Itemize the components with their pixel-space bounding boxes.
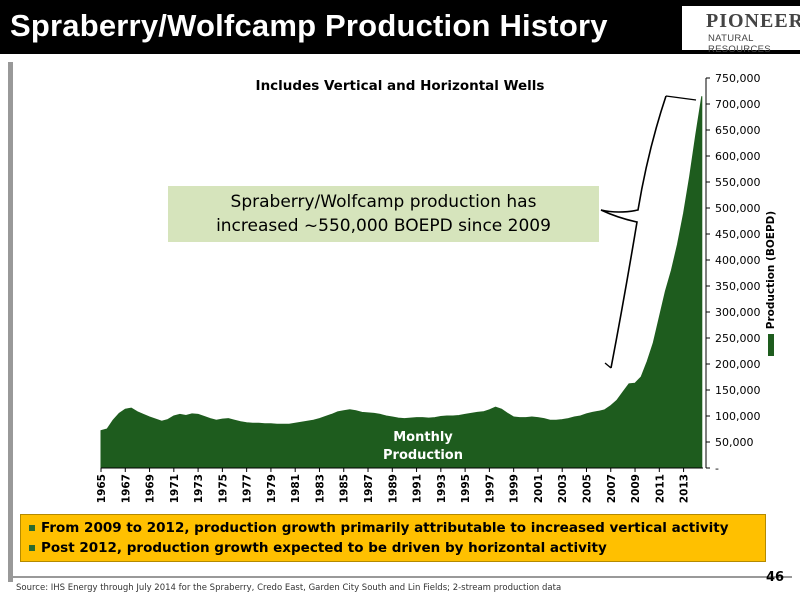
page-title: Spraberry/Wolfcamp Production History: [10, 8, 608, 43]
title-bar: Spraberry/Wolfcamp Production History PI…: [0, 0, 800, 55]
bracket-top: [665, 95, 697, 101]
left-divider: [8, 62, 13, 582]
x-tick-label: 2005: [581, 474, 593, 503]
x-tick-label: 1987: [363, 474, 375, 503]
growth-bracket: [600, 95, 667, 369]
logo-name: PIONEER: [706, 10, 800, 32]
y-tick-label: 300,000: [715, 306, 761, 319]
x-tick-label: 1965: [96, 474, 108, 503]
x-tick-label: 1999: [509, 474, 521, 503]
legend-swatch: [768, 334, 774, 356]
series-annotation: Production: [383, 448, 463, 463]
bracket-bottom: [604, 362, 612, 369]
y-tick-label: 650,000: [715, 124, 761, 137]
x-tick-label: 2011: [654, 474, 666, 503]
x-tick-label: 2009: [630, 474, 642, 503]
x-tick-label: 1997: [484, 474, 496, 503]
bullet-square-icon: [29, 525, 35, 531]
x-tick-label: 2001: [533, 474, 545, 503]
y-tick-label: -: [715, 462, 719, 475]
x-tick-label: 2007: [606, 474, 618, 503]
bullet-item: From 2009 to 2012, production growth pri…: [27, 518, 759, 538]
series-annotation: Monthly: [393, 430, 453, 445]
x-tick-label: 1983: [314, 474, 326, 503]
x-tick-label: 1973: [193, 474, 205, 503]
y-axis-title: Production (BOEPD): [765, 211, 777, 329]
key-points-box: From 2009 to 2012, production growth pri…: [20, 514, 766, 562]
bottom-divider: [8, 576, 792, 578]
chart-subtitle: Includes Vertical and Horizontal Wells: [255, 78, 545, 94]
bullet-text: Post 2012, production growth expected to…: [41, 540, 607, 556]
x-tick-label: 2003: [557, 474, 569, 503]
logo-subtitle: NATURAL RESOURCES: [708, 33, 771, 55]
x-tick-label: 1981: [290, 474, 302, 503]
y-tick-label: 150,000: [715, 384, 761, 397]
y-tick-label: 550,000: [715, 176, 761, 189]
y-tick-label: 350,000: [715, 280, 761, 293]
x-tick-label: 1971: [169, 474, 181, 503]
x-tick-label: 1975: [217, 474, 229, 503]
source-note: Source: IHS Energy through July 2014 for…: [16, 583, 562, 593]
y-tick-label: 600,000: [715, 150, 761, 163]
x-tick-label: 1979: [266, 474, 278, 503]
y-tick-label: 450,000: [715, 228, 761, 241]
x-tick-label: 1991: [412, 474, 424, 503]
x-tick-label: 1977: [242, 474, 254, 503]
x-tick-label: 1989: [387, 474, 399, 503]
page-number: 46: [766, 570, 785, 585]
x-tick-label: 1993: [436, 474, 448, 503]
production-area: [100, 96, 703, 469]
bullet-text: From 2009 to 2012, production growth pri…: [41, 520, 729, 536]
x-tick-label: 1967: [120, 474, 132, 503]
x-tick-label: 1969: [145, 474, 157, 503]
y-tick-label: 250,000: [715, 332, 761, 345]
x-tick-label: 2013: [679, 474, 691, 503]
y-tick-label: 100,000: [715, 410, 761, 423]
company-logo: PIONEER NATURAL RESOURCES: [682, 6, 800, 55]
bullet-square-icon: [29, 545, 35, 551]
callout-line-2: increased ~550,000 BOEPD since 2009: [216, 216, 551, 236]
x-tick-label: 1985: [339, 474, 351, 503]
y-tick-label: 750,000: [715, 72, 761, 85]
callout-line-1: Spraberry/Wolfcamp production has: [230, 192, 537, 212]
y-tick-label: 400,000: [715, 254, 761, 267]
bullet-item: Post 2012, production growth expected to…: [27, 538, 759, 558]
x-tick-label: 1995: [460, 474, 472, 503]
growth-callout: Spraberry/Wolfcamp production has increa…: [168, 186, 599, 242]
y-tick-label: 700,000: [715, 98, 761, 111]
y-tick-label: 500,000: [715, 202, 761, 215]
y-tick-label: 50,000: [715, 436, 754, 449]
y-tick-label: 200,000: [715, 358, 761, 371]
